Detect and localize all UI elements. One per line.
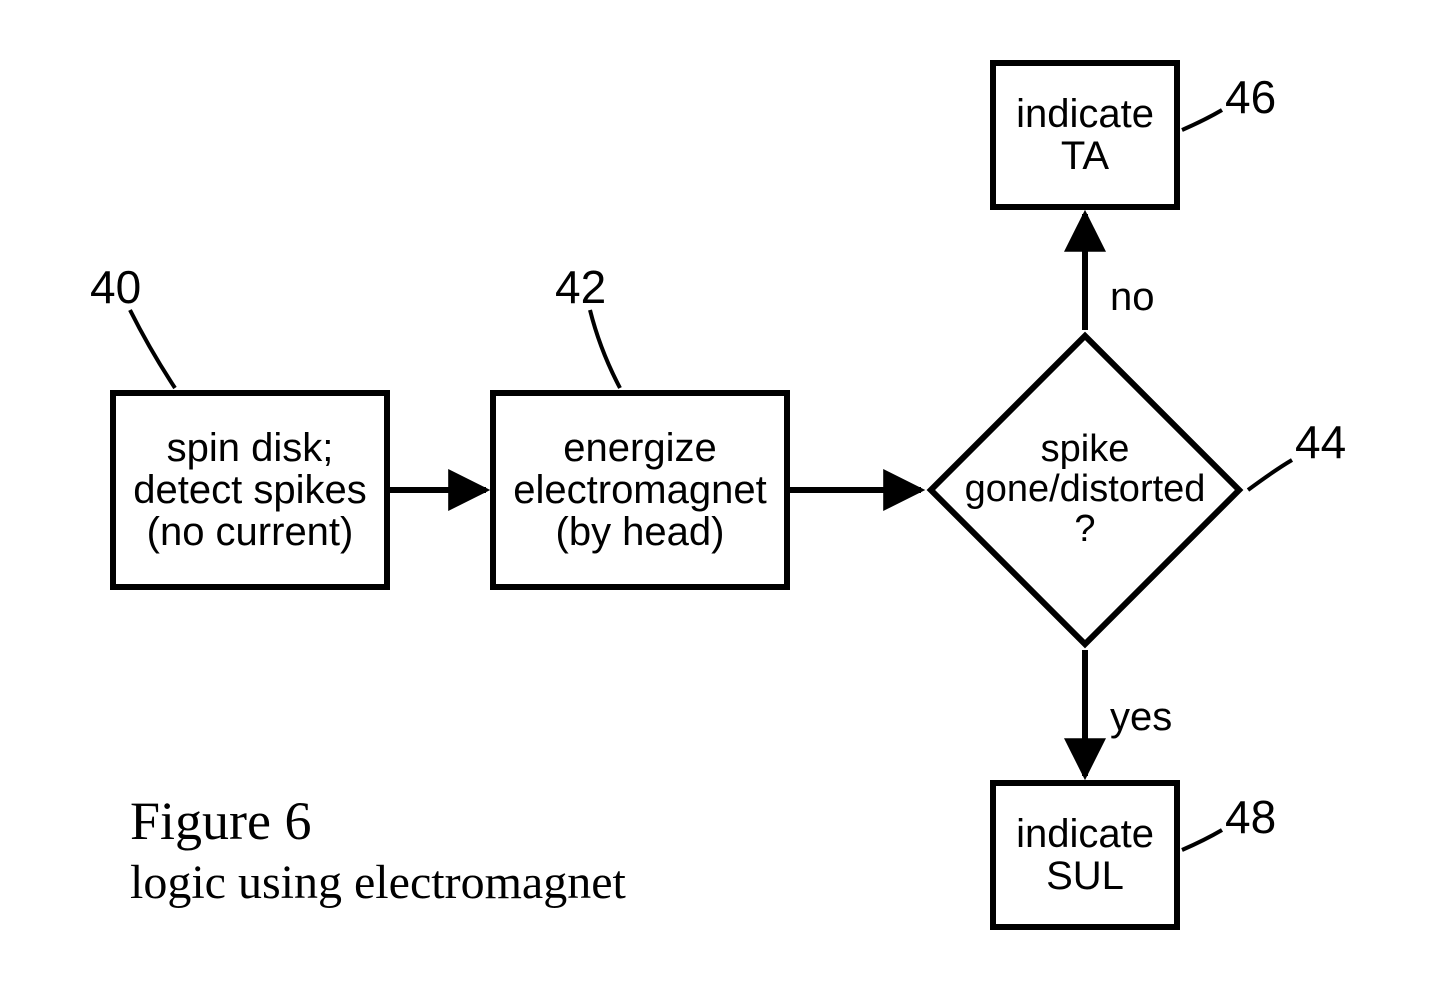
node-line: spike xyxy=(1041,430,1130,470)
node-line: SUL xyxy=(1016,855,1154,897)
figure-title: Figure 6 xyxy=(130,790,312,852)
node-decision-spike: spike gone/distorted ? xyxy=(925,330,1245,650)
node-line: spin disk; xyxy=(133,427,366,469)
leader-44 xyxy=(1248,460,1292,490)
node-indicate-ta: indicate TA xyxy=(990,60,1180,210)
ref-40: 40 xyxy=(90,260,141,314)
leader-42 xyxy=(590,310,620,388)
node-line: (by head) xyxy=(513,511,766,553)
node-line: gone/distorted xyxy=(965,470,1206,510)
node-line: detect spikes xyxy=(133,469,366,511)
edge-label-yes: yes xyxy=(1110,695,1172,740)
leader-46 xyxy=(1182,110,1222,130)
ref-44: 44 xyxy=(1295,415,1346,469)
node-indicate-sul: indicate SUL xyxy=(990,780,1180,930)
edge-label-no: no xyxy=(1110,275,1155,320)
node-energize-electromagnet: energize electromagnet (by head) xyxy=(490,390,790,590)
node-line: ? xyxy=(1074,510,1095,550)
node-spin-disk: spin disk; detect spikes (no current) xyxy=(110,390,390,590)
ref-42: 42 xyxy=(555,260,606,314)
leader-48 xyxy=(1182,830,1222,850)
node-line: (no current) xyxy=(133,511,366,553)
node-line: indicate xyxy=(1016,813,1154,855)
figure-subtitle: logic using electromagnet xyxy=(130,855,626,910)
node-line: indicate xyxy=(1016,93,1154,135)
node-line: TA xyxy=(1016,135,1154,177)
leader-40 xyxy=(130,310,175,388)
node-line: electromagnet xyxy=(513,469,766,511)
ref-46: 46 xyxy=(1225,70,1276,124)
node-line: energize xyxy=(513,427,766,469)
ref-48: 48 xyxy=(1225,790,1276,844)
diagram-canvas: spin disk; detect spikes (no current) 40… xyxy=(0,0,1430,1008)
